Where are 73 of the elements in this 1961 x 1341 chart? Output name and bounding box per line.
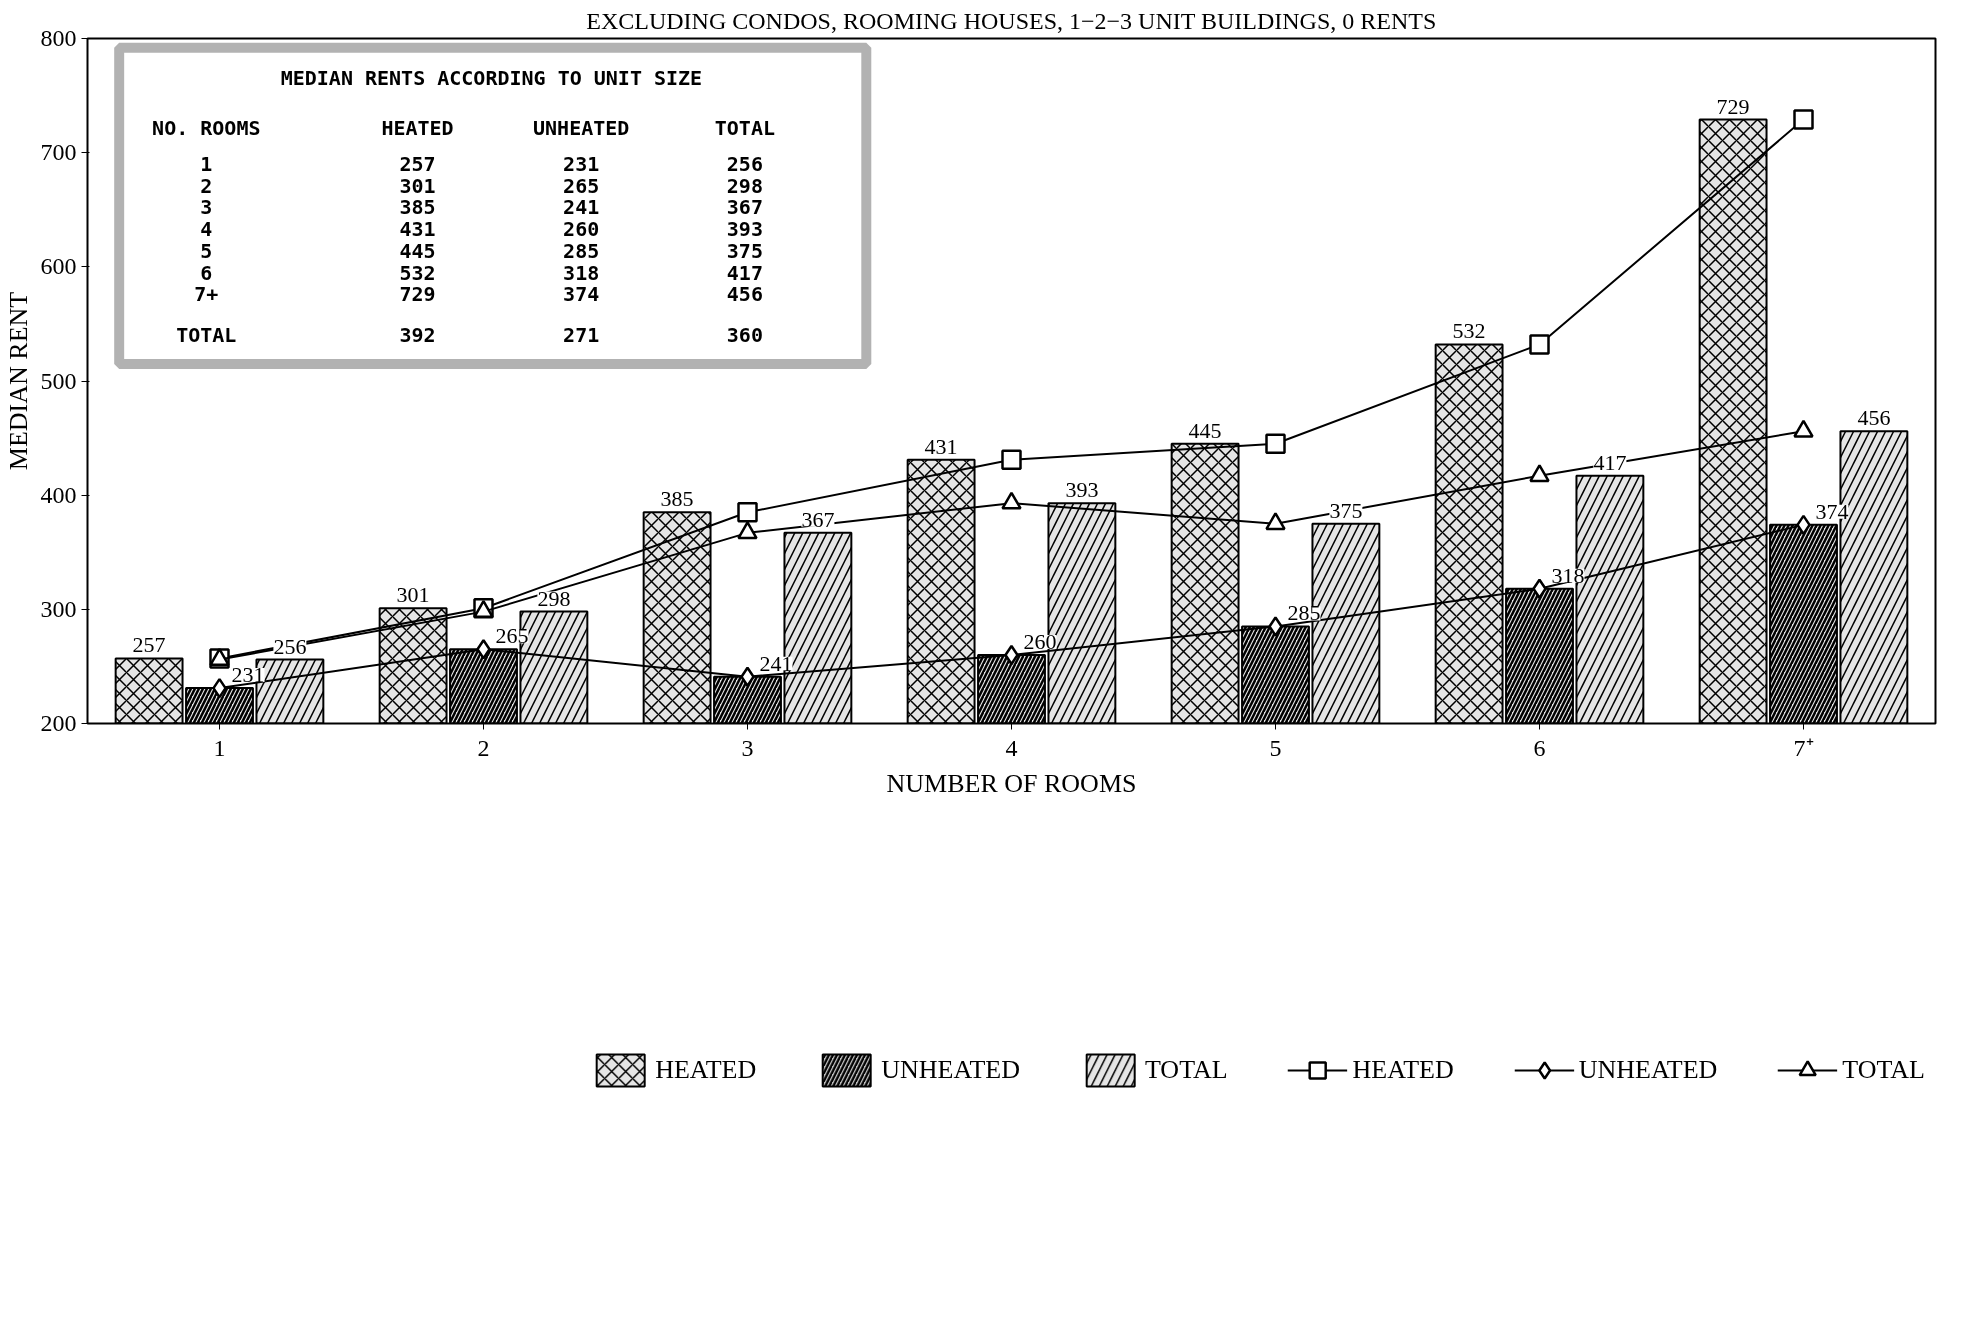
data-label: 374 bbox=[1815, 498, 1849, 524]
data-label: 301 bbox=[396, 582, 430, 608]
data-label: 393 bbox=[1065, 477, 1099, 503]
annotation: 417 bbox=[726, 260, 763, 285]
data-label: 265 bbox=[495, 623, 529, 649]
annotation: UNHEATED bbox=[533, 115, 630, 140]
data-label: 318 bbox=[1551, 562, 1585, 588]
annotation: 6 bbox=[200, 260, 213, 285]
data-label: 532 bbox=[1452, 318, 1486, 344]
annotation: 374 bbox=[563, 282, 600, 307]
data-label: 445 bbox=[1188, 417, 1222, 443]
point bbox=[1001, 449, 1022, 471]
x-tick-label: 5 bbox=[1269, 734, 1282, 761]
point bbox=[740, 666, 755, 687]
y-tick-label: 400 bbox=[40, 481, 77, 508]
y-tick-label: 700 bbox=[40, 139, 77, 166]
y-tick-label: 500 bbox=[40, 367, 77, 394]
annotation: 241 bbox=[563, 195, 600, 220]
point bbox=[1529, 334, 1550, 355]
point bbox=[737, 502, 758, 523]
annotation: TOTAL bbox=[176, 323, 237, 348]
annotation: 367 bbox=[726, 195, 763, 220]
data-label: 729 bbox=[1716, 93, 1750, 119]
x-tick-label: 2 bbox=[477, 734, 490, 761]
x-axis-title: NUMBER OF ROOMS bbox=[886, 768, 1137, 798]
x-tick-label: 6 bbox=[1533, 734, 1546, 761]
annotation: 456 bbox=[726, 282, 763, 307]
point bbox=[1265, 433, 1286, 455]
point bbox=[476, 639, 491, 660]
y-axis-title: MEDIAN RENT bbox=[3, 291, 33, 471]
data-label: 256 bbox=[273, 633, 307, 659]
point bbox=[1793, 109, 1814, 130]
annotation: 360 bbox=[726, 323, 763, 348]
annotation: MEDIAN RENTS ACCORDING TO UNIT SIZE bbox=[280, 66, 703, 91]
annotation: 729 bbox=[399, 282, 436, 307]
legend-label: HEATED bbox=[655, 1055, 757, 1085]
data-label: 231 bbox=[231, 662, 265, 688]
data-label: 417 bbox=[1593, 449, 1627, 475]
x-tick-label: 3 bbox=[741, 734, 754, 761]
data-label: 456 bbox=[1857, 405, 1891, 431]
chart-title: EXCLUDING CONDOS, ROOMING HOUSES, 1−2−3 UNIT BUILDINGS, 0 RENTS bbox=[586, 7, 1437, 34]
legend-label: TOTAL bbox=[1842, 1055, 1925, 1085]
annotation: 3 bbox=[200, 195, 213, 220]
x-tick-label: 7⁺ bbox=[1793, 734, 1814, 761]
y-tick-label: 300 bbox=[40, 595, 77, 622]
data-label: 298 bbox=[537, 585, 571, 611]
legend-label: UNHEATED bbox=[881, 1055, 1020, 1085]
data-label: 375 bbox=[1329, 497, 1363, 523]
annotation: 532 bbox=[399, 260, 436, 285]
annotation: HEATED bbox=[381, 115, 454, 140]
y-tick-label: 600 bbox=[40, 253, 77, 280]
data-label: 257 bbox=[132, 632, 166, 658]
legend-label: TOTAL bbox=[1144, 1055, 1228, 1085]
data-label: 260 bbox=[1023, 629, 1057, 654]
legend-label: HEATED bbox=[1352, 1055, 1454, 1085]
annotation: 318 bbox=[563, 260, 600, 285]
annotation: 271 bbox=[563, 323, 600, 348]
legend-label: UNHEATED bbox=[1578, 1055, 1718, 1085]
y-tick-label: 200 bbox=[40, 710, 77, 736]
data-label: 241 bbox=[759, 650, 793, 676]
data-label: 285 bbox=[1287, 600, 1321, 626]
y-tick-label: 800 bbox=[40, 25, 77, 51]
x-tick-label: 1 bbox=[213, 734, 226, 761]
annotation: TOTAL bbox=[714, 115, 775, 140]
annotation: 392 bbox=[399, 323, 436, 348]
data-label: 431 bbox=[924, 433, 958, 459]
annotation: NO. ROOMS bbox=[152, 115, 261, 140]
data-label: 367 bbox=[801, 506, 835, 532]
annotation: 7+ bbox=[194, 282, 219, 307]
point bbox=[1268, 616, 1283, 637]
annotation: 385 bbox=[399, 195, 436, 220]
data-label: 385 bbox=[660, 486, 694, 512]
x-tick-label: 4 bbox=[1005, 734, 1018, 761]
